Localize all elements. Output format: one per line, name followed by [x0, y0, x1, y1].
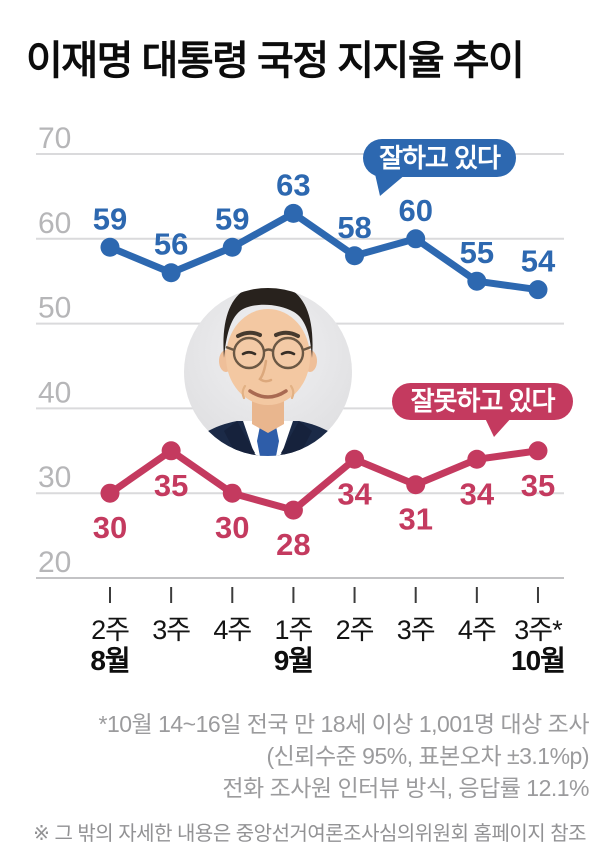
data-value-label: 35	[154, 468, 188, 503]
glasses-temples	[225, 345, 312, 352]
disapprove-bubble: 잘못하고 있다	[392, 383, 573, 437]
data-value-label: 58	[337, 210, 371, 245]
smile	[248, 389, 288, 399]
data-value-labels: 59 56 59 63 58 60 55 54 30 35 30 28 34 31 34 35	[93, 167, 556, 562]
x-tick-label: 3주*	[514, 615, 563, 645]
data-point	[283, 500, 303, 520]
x-tick-label: 4주	[213, 615, 251, 645]
y-axis-labels: 20 30 40 50 60 70	[38, 122, 71, 579]
data-point	[406, 475, 426, 495]
page-title: 이재명 대통령 국정 지지율 추이	[26, 39, 525, 83]
x-tick-label: 1주	[274, 615, 312, 645]
x-tick-label: 2주	[91, 615, 129, 645]
x-tick-label: 3주	[152, 615, 190, 645]
y-axis-label: 50	[38, 292, 71, 325]
series-line	[106, 447, 542, 514]
data-value-label: 31	[398, 502, 432, 537]
x-axis: 2주 3주 4주 1주 2주 3주 4주 3주* 8월 9월 10월	[90, 587, 566, 676]
tie	[257, 421, 279, 456]
x-tick-label: 3주	[397, 615, 435, 645]
month-label: 9월	[274, 645, 313, 676]
data-value-label: 59	[93, 201, 127, 236]
glasses-right-lens	[271, 336, 305, 370]
x-tick-label: 2주	[336, 615, 374, 645]
data-point	[528, 280, 548, 300]
disapprove-bubble-tail	[484, 416, 513, 437]
y-axis-label: 20	[38, 546, 71, 579]
data-value-label: 56	[154, 227, 188, 262]
data-value-label: 55	[460, 235, 494, 270]
president-portrait	[184, 288, 352, 456]
data-point	[283, 203, 303, 223]
survey-note-line: 전화 조사원 인터뷰 방식, 응답률 12.1%	[222, 775, 589, 801]
data-point	[467, 449, 487, 469]
disapprove-bubble-body	[392, 383, 573, 420]
reference-footnote: ※ 그 밖의 자세한 내용은 중앙선거여론조사심의위원회 홈페이지 참조	[33, 823, 586, 845]
data-value-label: 34	[337, 476, 372, 511]
series-line	[106, 209, 542, 294]
glasses-bridge	[263, 348, 274, 353]
data-point	[100, 483, 120, 503]
survey-notes: *10월 14~16일 전국 만 18세 이상 1,001명 대상 조사 (신뢰…	[98, 708, 590, 804]
survey-note-line: (신뢰수준 95%, 표본오차 ±3.1%p)	[266, 743, 589, 769]
data-point	[222, 237, 242, 257]
data-point	[345, 246, 365, 266]
data-point	[100, 237, 120, 257]
y-axis-label: 70	[38, 122, 71, 155]
data-point	[467, 271, 487, 291]
eye-right	[280, 350, 296, 356]
data-value-label: 30	[93, 510, 127, 545]
y-axis-label: 60	[38, 207, 71, 240]
data-point	[345, 449, 365, 469]
data-point	[161, 263, 181, 283]
eyebrow-left	[236, 330, 262, 338]
glasses-left-lens	[232, 336, 266, 370]
approve-bubble-label: 잘하고 있다	[379, 143, 501, 173]
data-point	[406, 229, 426, 249]
data-value-label: 30	[215, 510, 249, 545]
approve-bubble: 잘하고 있다	[363, 139, 516, 196]
x-tick-label: 4주	[458, 615, 496, 645]
month-label: 8월	[90, 645, 129, 676]
data-point	[161, 441, 181, 461]
month-label: 10월	[511, 645, 565, 676]
series-lines	[100, 203, 548, 520]
data-point	[222, 483, 242, 503]
data-value-label: 63	[276, 167, 310, 202]
nose	[258, 359, 273, 383]
data-value-label: 54	[521, 244, 556, 279]
data-value-label: 28	[276, 527, 310, 562]
eyebrow-right	[274, 330, 300, 338]
data-value-label: 34	[460, 476, 495, 511]
data-value-label: 35	[521, 468, 555, 503]
eye-left	[241, 350, 257, 356]
disapprove-bubble-label: 잘못하고 있다	[411, 386, 556, 416]
smile-folds	[241, 384, 295, 400]
approve-bubble-body	[363, 139, 516, 177]
y-axis-label: 40	[38, 376, 71, 409]
data-value-label: 59	[215, 201, 249, 236]
data-point	[528, 441, 548, 461]
survey-note-line: *10월 14~16일 전국 만 18세 이상 1,001명 대상 조사	[98, 711, 590, 737]
y-axis-label: 30	[38, 461, 71, 494]
hair	[223, 288, 313, 358]
approve-bubble-tail	[375, 174, 406, 196]
data-value-label: 60	[398, 193, 432, 228]
